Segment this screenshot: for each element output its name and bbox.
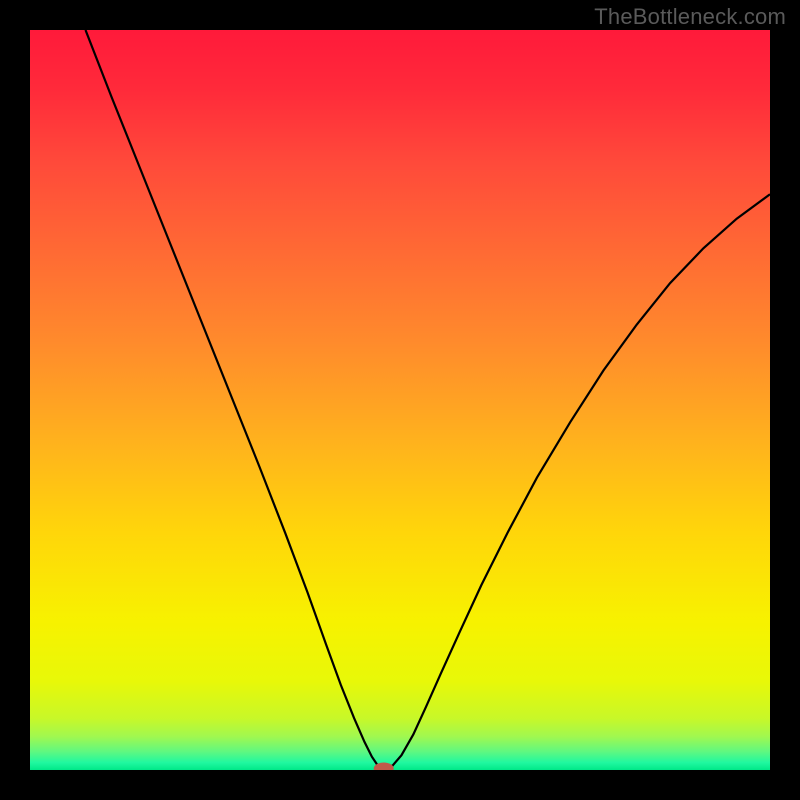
plot-area	[30, 30, 770, 770]
bottleneck-curve	[86, 30, 771, 769]
watermark-text: TheBottleneck.com	[594, 4, 786, 30]
curve-layer	[30, 30, 770, 770]
